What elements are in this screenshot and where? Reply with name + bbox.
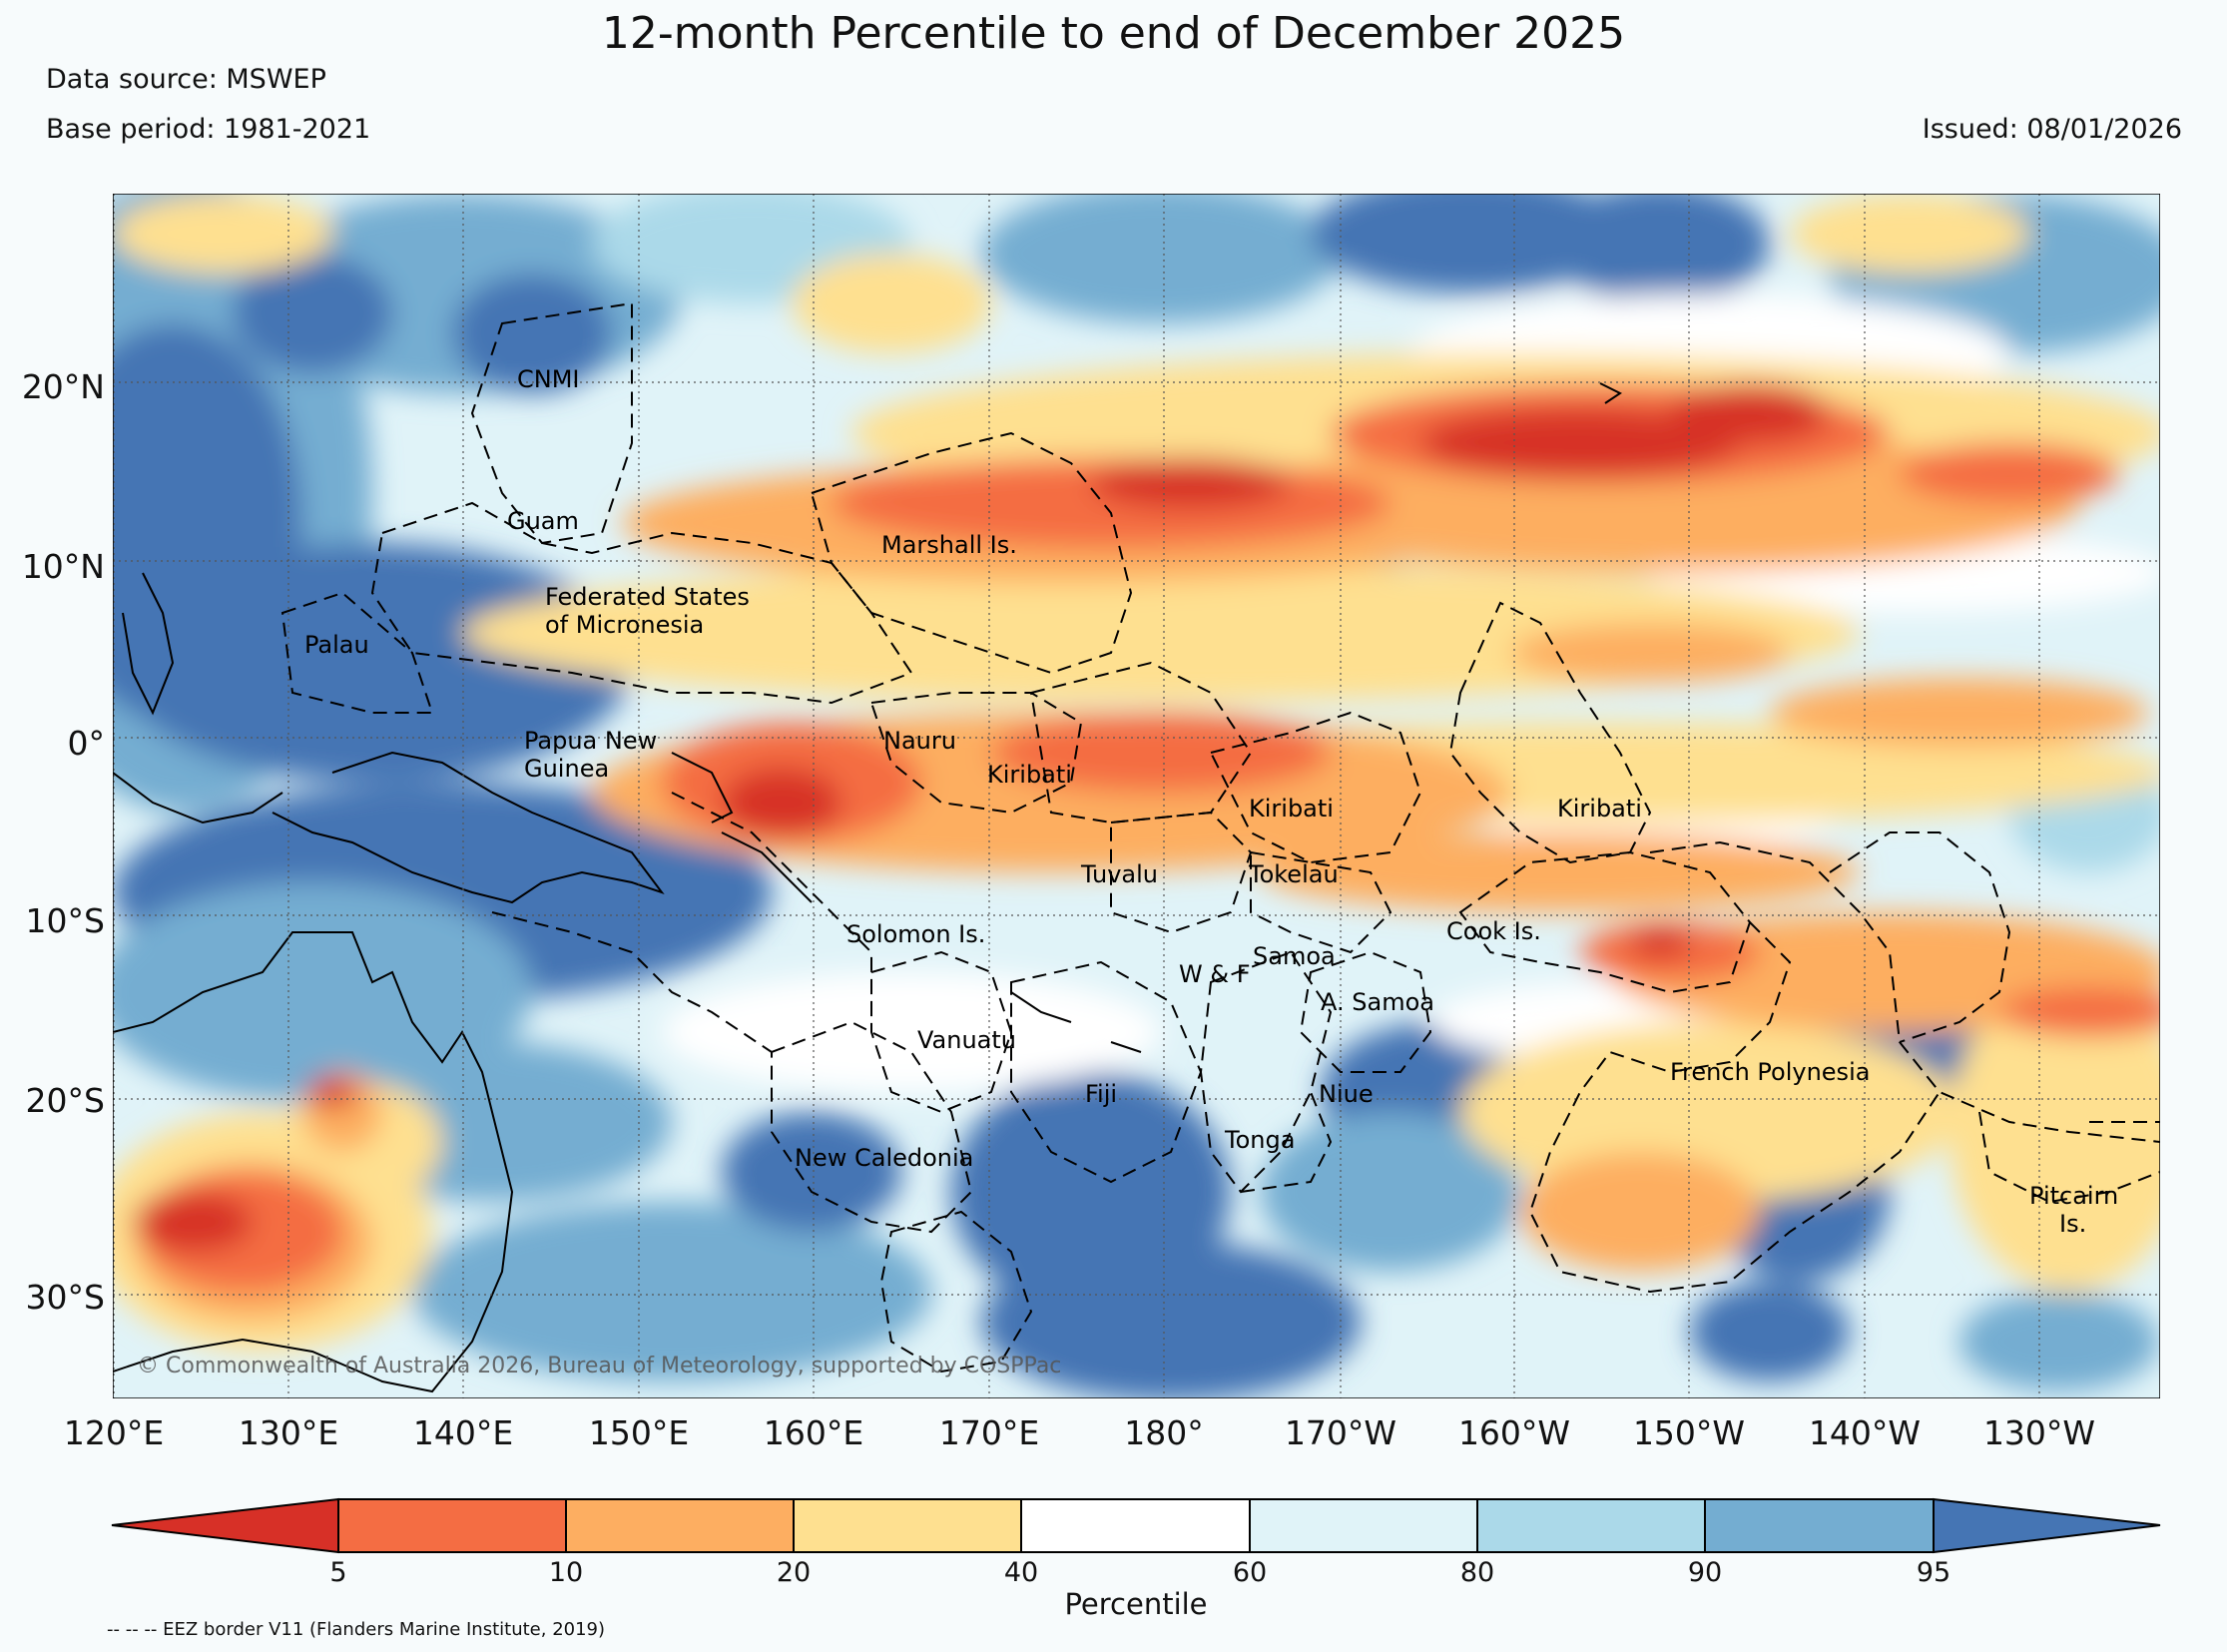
lat-label-10s: 10°S — [25, 901, 105, 940]
label-fsm-line2: of Micronesia — [545, 611, 704, 639]
colorbar-tick-90: 90 — [1687, 1557, 1723, 1588]
lat-label-20s: 20°S — [25, 1081, 105, 1120]
issued-date: Issued: 08/01/2026 — [1922, 114, 2182, 145]
label-palau: Palau — [304, 631, 369, 659]
percentile-field — [113, 194, 2160, 1398]
colorbar-tick-60: 60 — [1232, 1557, 1268, 1588]
region-labels: CNMI Guam Marshall Is. Federated States … — [137, 365, 2118, 1378]
base-period: Base period: 1981-2021 — [46, 114, 371, 145]
label-tuvalu: Tuvalu — [1080, 860, 1158, 888]
lon-label-160w: 160°W — [1457, 1413, 1571, 1452]
lon-label-180: 180° — [1124, 1413, 1204, 1452]
data-source: Data source: MSWEP — [46, 64, 326, 95]
lat-label-20n: 20°N — [21, 367, 105, 406]
colorbar-tick-95: 95 — [1916, 1557, 1951, 1588]
colorbar-tick-5: 5 — [329, 1557, 347, 1588]
label-png-line1: Papua New — [524, 727, 657, 755]
map-title: 12-month Percentile to end of December 2… — [601, 8, 1626, 59]
colorbar — [110, 1497, 2162, 1554]
lon-label-120e: 120°E — [63, 1413, 165, 1452]
colorbar-band-5-10 — [337, 1498, 567, 1553]
label-pitcairn-line1: Pitcairn — [2029, 1182, 2118, 1210]
colorbar-over — [1933, 1497, 2161, 1554]
eez-credit: -- -- -- EEZ border V11 (Flanders Marine… — [107, 1619, 606, 1640]
colorbar-tick-10: 10 — [548, 1557, 584, 1588]
label-guam: Guam — [507, 507, 579, 535]
lon-label-130e: 130°E — [238, 1413, 339, 1452]
label-tonga: Tonga — [1224, 1126, 1295, 1154]
lon-label-140w: 140°W — [1808, 1413, 1922, 1452]
lon-label-170w: 170°W — [1284, 1413, 1397, 1452]
lon-label-150e: 150°E — [588, 1413, 690, 1452]
label-kiribati-west: Kiribati — [987, 761, 1072, 789]
label-american-samoa: A. Samoa — [1321, 988, 1434, 1016]
label-fsm-line1: Federated States — [545, 583, 750, 611]
copyright-notice: © Commonwealth of Australia 2026, Bureau… — [137, 1354, 1061, 1378]
label-png-line2: Guinea — [524, 755, 609, 783]
label-kiribati-central: Kiribati — [1249, 795, 1334, 823]
lat-label-30s: 30°S — [25, 1278, 105, 1317]
lat-label-eq: 0° — [67, 724, 106, 763]
percentile-map[interactable]: CNMI Guam Marshall Is. Federated States … — [113, 194, 2160, 1398]
label-pitcairn-line2: Is. — [2059, 1210, 2086, 1238]
label-marshall: Marshall Is. — [881, 531, 1017, 559]
lon-label-170e: 170°E — [938, 1413, 1040, 1452]
label-samoa: Samoa — [1253, 942, 1336, 970]
label-new-caledonia: New Caledonia — [795, 1144, 973, 1172]
colorbar-band-10-20 — [565, 1498, 795, 1553]
colorbar-band-60-80 — [1249, 1498, 1478, 1553]
colorbar-title: Percentile — [1064, 1587, 1208, 1621]
coastlines — [113, 382, 1622, 1393]
label-vanuatu: Vanuatu — [917, 1026, 1016, 1054]
lat-label-10n: 10°N — [21, 547, 105, 586]
lon-label-130w: 130°W — [1982, 1413, 2096, 1452]
colorbar-band-40-60 — [1020, 1498, 1251, 1553]
label-nauru: Nauru — [883, 727, 956, 755]
label-fiji: Fiji — [1085, 1080, 1117, 1108]
colorbar-band-80-90 — [1476, 1498, 1706, 1553]
colorbar-band-90-95 — [1704, 1498, 1935, 1553]
colorbar-band-20-40 — [793, 1498, 1022, 1553]
colorbar-under — [111, 1497, 339, 1554]
colorbar-tick-20: 20 — [776, 1557, 812, 1588]
label-french-polynesia: French Polynesia — [1670, 1058, 1870, 1086]
lon-label-150w: 150°W — [1632, 1413, 1746, 1452]
label-cook-islands: Cook Is. — [1446, 917, 1541, 945]
label-tokelau: Tokelau — [1248, 860, 1339, 888]
lon-label-140e: 140°E — [412, 1413, 514, 1452]
label-solomon: Solomon Is. — [846, 920, 985, 948]
eez-borders — [280, 301, 2160, 1374]
label-cnmi: CNMI — [517, 365, 580, 393]
label-niue: Niue — [1319, 1080, 1374, 1108]
label-wallis-futuna: W & F — [1179, 960, 1251, 988]
label-kiribati-east: Kiribati — [1557, 795, 1642, 823]
colorbar-tick-40: 40 — [1003, 1557, 1039, 1588]
lon-label-160e: 160°E — [763, 1413, 864, 1452]
colorbar-tick-80: 80 — [1459, 1557, 1495, 1588]
